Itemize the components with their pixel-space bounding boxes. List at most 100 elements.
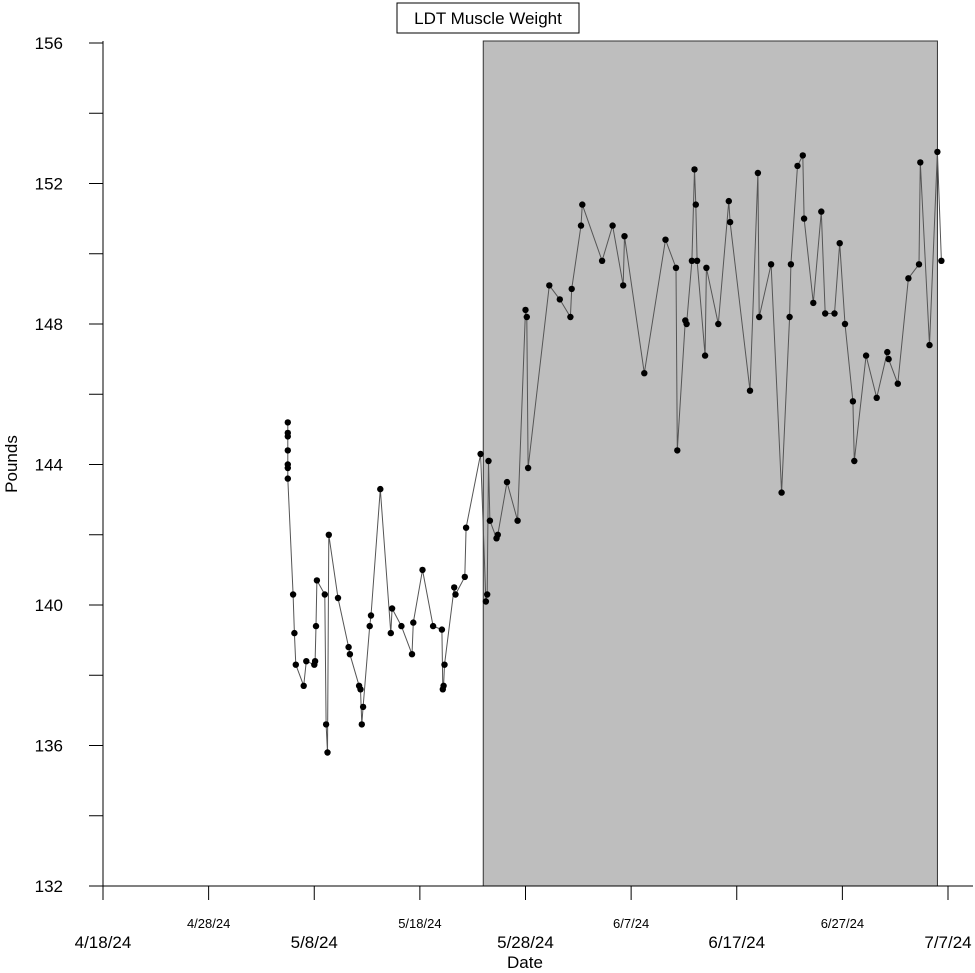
data-point: [778, 489, 785, 496]
data-point: [934, 148, 941, 156]
data-point: [452, 591, 459, 598]
data-point: [477, 450, 484, 458]
chart-title: LDT Muscle Weight: [414, 9, 562, 28]
data-point: [334, 594, 342, 602]
data-point: [756, 313, 763, 321]
data-point: [313, 577, 321, 584]
data-point: [800, 215, 808, 222]
data-point: [841, 320, 849, 328]
x-tick-label: 6/7/24: [613, 916, 649, 931]
data-point: [767, 261, 775, 268]
data-point: [915, 261, 923, 268]
x-tick-label: 5/18/24: [398, 916, 441, 931]
data-point: [358, 721, 365, 728]
x-tick-label: 6/17/24: [708, 933, 765, 952]
data-point: [662, 236, 669, 243]
data-point: [367, 612, 375, 619]
data-point: [579, 201, 586, 208]
data-point: [357, 686, 364, 693]
data-point: [300, 682, 307, 689]
data-point: [388, 605, 396, 612]
data-point: [688, 257, 696, 264]
data-point: [440, 682, 447, 689]
data-point: [715, 320, 722, 328]
data-point: [485, 457, 492, 465]
y-tick-label: 144: [35, 456, 63, 475]
data-point: [514, 517, 521, 524]
data-point: [620, 282, 627, 289]
data-point: [311, 658, 319, 665]
data-point: [523, 313, 530, 321]
data-point: [429, 622, 437, 630]
data-point: [461, 573, 468, 581]
data-point: [546, 282, 553, 289]
data-point: [703, 264, 710, 271]
data-point: [674, 447, 681, 454]
data-point: [754, 169, 762, 177]
data-point: [408, 651, 416, 658]
data-point: [419, 566, 426, 574]
data-point: [598, 257, 606, 264]
data-point: [441, 661, 448, 668]
data-point: [683, 320, 690, 328]
y-tick-label: 156: [35, 34, 63, 53]
data-point: [482, 598, 490, 605]
data-point: [377, 485, 384, 493]
data-point: [345, 643, 352, 651]
data-point: [799, 152, 806, 159]
data-point: [672, 264, 680, 271]
data-point: [451, 584, 458, 591]
data-point: [810, 299, 817, 307]
data-point: [292, 661, 299, 668]
data-point: [862, 352, 870, 359]
data-point: [725, 197, 732, 205]
x-tick-label: 4/28/24: [187, 916, 230, 931]
data-point: [692, 201, 699, 208]
data-point: [321, 591, 328, 598]
data-point: [691, 166, 698, 173]
data-point: [398, 622, 405, 630]
data-point: [462, 524, 470, 531]
data-point: [621, 233, 628, 240]
data-point: [822, 310, 829, 317]
data-point: [284, 475, 291, 482]
data-point: [609, 222, 616, 229]
data-point: [346, 651, 354, 658]
data-point: [836, 240, 843, 247]
data-point: [873, 394, 880, 401]
data-point: [324, 749, 331, 756]
data-point: [284, 447, 291, 454]
data-point: [884, 348, 891, 356]
data-point: [794, 162, 801, 170]
data-point: [894, 380, 901, 387]
x-tick-label: 4/18/24: [75, 933, 132, 952]
data-point: [322, 721, 330, 728]
data-point: [522, 306, 529, 314]
y-tick-label: 136: [35, 737, 63, 756]
data-point: [503, 478, 511, 486]
data-point: [818, 208, 825, 215]
data-point: [303, 658, 310, 665]
data-point: [885, 355, 892, 363]
data-point: [905, 275, 912, 282]
data-point: [568, 285, 575, 293]
data-point: [787, 261, 795, 268]
data-point: [291, 629, 298, 637]
data-point: [484, 591, 491, 598]
data-point: [284, 419, 291, 426]
data-point: [831, 310, 838, 317]
data-point: [567, 313, 574, 321]
data-point: [701, 352, 709, 359]
x-tick-label: 6/27/24: [821, 916, 864, 931]
data-point: [693, 257, 701, 264]
data-point: [556, 296, 563, 303]
x-axis-title: Date: [507, 953, 543, 972]
data-point: [366, 622, 373, 630]
data-point: [938, 257, 945, 264]
y-tick-label: 148: [35, 315, 63, 334]
data-point: [524, 464, 532, 472]
data-point: [410, 619, 417, 626]
data-point: [926, 341, 933, 349]
y-tick-label: 132: [35, 877, 63, 896]
